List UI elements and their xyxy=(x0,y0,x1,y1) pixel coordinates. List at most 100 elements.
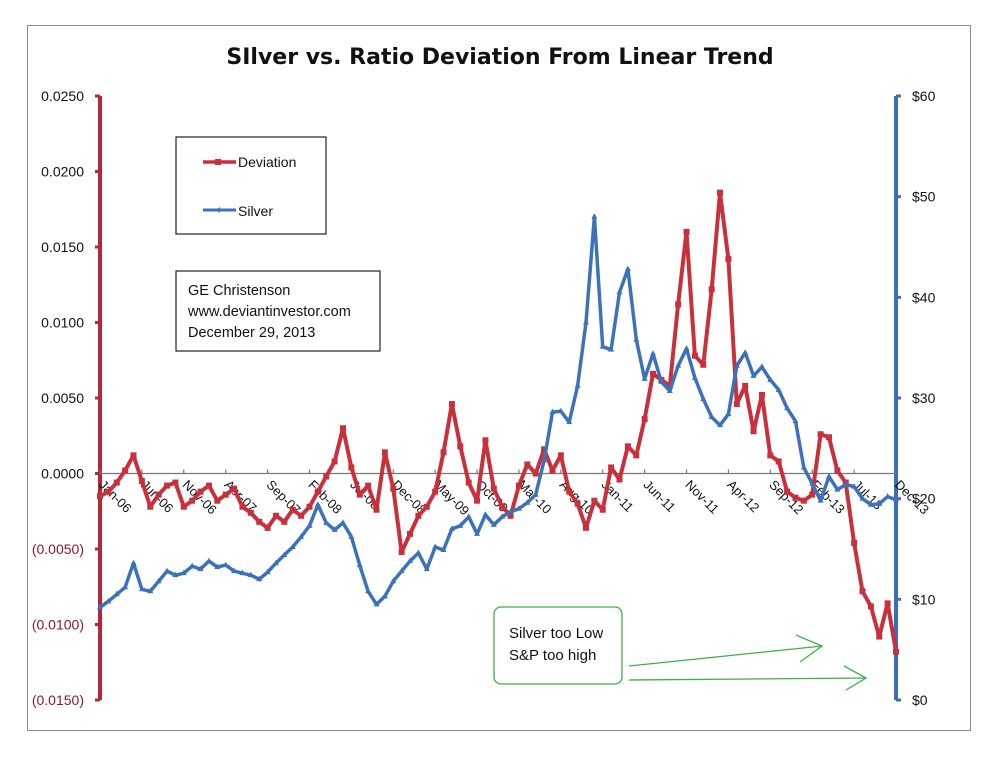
series-silver-point xyxy=(817,497,824,503)
series-deviation-point xyxy=(113,479,120,486)
series-silver-point xyxy=(515,505,522,511)
series-deviation-point xyxy=(767,452,774,459)
series-deviation-point xyxy=(172,479,179,486)
series-silver-point xyxy=(733,362,740,368)
series-deviation-point xyxy=(825,434,832,441)
right-axis-tick-label: $30 xyxy=(912,390,936,406)
series-silver-point xyxy=(867,501,874,507)
legend-silver-marker xyxy=(216,207,220,213)
series-silver-point xyxy=(532,491,539,497)
series-deviation-point xyxy=(298,512,305,519)
series-deviation-point xyxy=(675,301,682,308)
series-silver-point xyxy=(272,559,279,566)
series-silver xyxy=(97,213,899,610)
series-deviation-point xyxy=(557,452,564,459)
series-deviation-point xyxy=(717,189,724,196)
series-deviation-point xyxy=(264,524,271,531)
series-silver-point xyxy=(465,513,472,519)
series-silver-point xyxy=(440,546,447,553)
series-deviation-point xyxy=(440,449,447,456)
series-silver-point xyxy=(549,408,556,415)
series-deviation-point xyxy=(390,485,397,492)
series-deviation-point xyxy=(482,437,489,444)
series-deviation-point xyxy=(624,443,631,450)
series-silver-point xyxy=(507,508,514,514)
series-silver-point xyxy=(180,569,187,576)
series-silver-point xyxy=(314,501,321,507)
series-silver-point xyxy=(524,499,531,505)
left-axis-tick-label: 0.0000 xyxy=(41,466,84,482)
series-silver-point xyxy=(582,319,589,325)
series-deviation-point xyxy=(775,458,782,465)
series-silver-point xyxy=(147,587,154,594)
series-deviation-point xyxy=(197,488,204,495)
series-silver-point xyxy=(784,404,791,411)
series-silver-point xyxy=(373,600,380,607)
series-deviation-point xyxy=(231,485,238,492)
right-axis-tick-label: $50 xyxy=(912,189,936,205)
series-deviation-point xyxy=(515,482,522,489)
series-silver-point xyxy=(641,375,648,381)
series-deviation-point xyxy=(591,497,598,504)
series-deviation-point xyxy=(247,509,254,516)
legend: Deviation Silver xyxy=(175,136,327,235)
right-axis-tick-label: $40 xyxy=(912,289,936,305)
series-deviation-point xyxy=(490,485,497,492)
series-silver-point xyxy=(365,587,372,594)
series-deviation-point xyxy=(373,506,380,513)
series-deviation-point xyxy=(256,518,263,525)
series-deviation-point xyxy=(122,467,129,474)
left-axis-tick-label: (0.0050) xyxy=(32,541,84,557)
author-note-box xyxy=(175,270,381,352)
series-layer xyxy=(97,189,899,655)
series-silver-point xyxy=(809,480,816,486)
series-deviation-point xyxy=(155,491,162,498)
series-silver-point xyxy=(683,345,690,351)
series-silver-point xyxy=(356,561,363,568)
series-deviation-point xyxy=(633,452,640,459)
note-date: December 29, 2013 xyxy=(188,325,315,341)
series-silver-point xyxy=(214,563,221,570)
series-deviation-point xyxy=(323,473,330,480)
series-silver-point xyxy=(541,456,548,463)
series-silver-point xyxy=(97,603,103,610)
series-silver-line xyxy=(98,215,897,609)
series-deviation-point xyxy=(834,467,841,474)
series-deviation-point xyxy=(214,497,221,504)
series-silver-point xyxy=(432,543,439,549)
series-silver-point xyxy=(884,493,891,499)
series-silver-point xyxy=(599,343,606,349)
series-silver-point xyxy=(331,526,338,532)
series-deviation-point xyxy=(474,497,481,504)
series-deviation-point xyxy=(164,482,171,489)
series-deviation-point xyxy=(859,588,866,595)
series-silver-point xyxy=(691,374,698,380)
series-deviation-point xyxy=(876,633,883,640)
left-axis-tick-label: (0.0100) xyxy=(32,617,84,633)
series-deviation-point xyxy=(448,401,455,408)
legend-item-deviation: Deviation xyxy=(203,154,296,170)
series-deviation-point xyxy=(138,478,145,485)
series-silver-point xyxy=(893,496,899,502)
series-deviation-point xyxy=(189,497,196,504)
series-silver-point xyxy=(633,336,640,342)
series-silver-point xyxy=(474,530,481,536)
series-silver-point xyxy=(256,575,263,582)
series-silver-point xyxy=(624,265,631,272)
left-axis-tick-label: 0.0050 xyxy=(41,390,84,406)
series-silver-point xyxy=(306,522,313,528)
series-silver-point xyxy=(700,395,707,402)
series-deviation-point xyxy=(281,518,288,525)
chart-title: SIlver vs. Ratio Deviation From Linear T… xyxy=(226,45,773,70)
series-silver-point xyxy=(725,410,732,417)
series-deviation-point xyxy=(348,464,355,471)
callout: Silver too Low S&P too high xyxy=(493,606,868,691)
series-silver-point xyxy=(189,562,196,569)
series-silver-point xyxy=(457,522,464,528)
series-deviation-point xyxy=(423,503,430,510)
series-silver-point xyxy=(281,551,288,558)
series-deviation-point xyxy=(205,482,212,489)
series-deviation-point xyxy=(599,506,606,513)
callout-arrow-upper xyxy=(628,634,824,667)
series-silver-point xyxy=(842,481,849,487)
